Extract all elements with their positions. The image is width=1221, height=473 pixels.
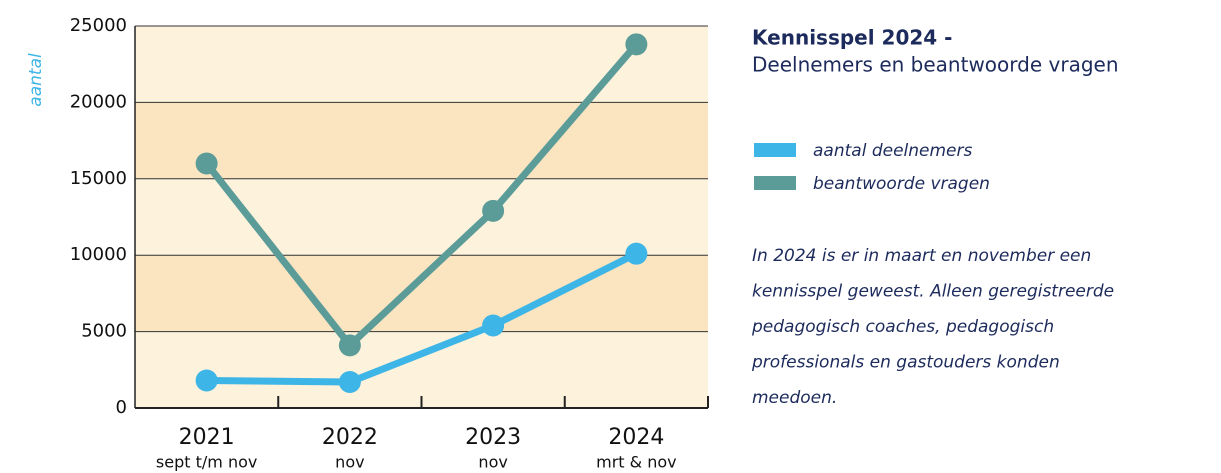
annotation: professionals en gastouders konden	[751, 353, 1060, 373]
chart-subtitle: Deelnemers en beantwoorde vragen	[752, 53, 1119, 77]
data-point	[338, 371, 361, 394]
background-band	[135, 331, 708, 408]
legend-label: aantal deelnemers	[813, 141, 972, 161]
x-tick-label: 2024	[608, 425, 664, 450]
background-band	[135, 102, 708, 179]
annotation: kennisspel geweest. Alleen geregistreerd…	[752, 282, 1114, 302]
y-tick-label: 20000	[70, 91, 127, 112]
data-point	[482, 314, 505, 337]
x-tick-sublabel: mrt & nov	[596, 453, 676, 472]
annotation: pedagogisch coaches, pedagogisch	[751, 317, 1054, 337]
background-band	[135, 255, 708, 332]
background-band	[135, 178, 708, 256]
annotation: In 2024 is er in maart en november een	[752, 246, 1091, 266]
x-tick-label: 2022	[322, 425, 378, 450]
data-point	[625, 242, 648, 265]
x-tick-label: 2023	[465, 425, 521, 450]
data-point	[195, 369, 218, 392]
legend-swatch	[754, 143, 796, 157]
series-line	[206, 250, 638, 386]
x-tick-sublabel: nov	[335, 453, 364, 472]
x-tick-label: 2021	[179, 425, 235, 450]
y-axis-label: aantal	[26, 53, 46, 107]
y-tick-label: 5000	[81, 321, 127, 342]
x-tick-sublabel: sept t/m nov	[156, 453, 257, 472]
x-tick-sublabel: nov	[478, 453, 507, 472]
series-line	[203, 42, 640, 349]
data-point	[625, 33, 648, 56]
data-point	[195, 152, 218, 175]
y-tick-label: 15000	[70, 168, 127, 189]
y-tick-label: 25000	[70, 15, 127, 36]
data-point	[338, 334, 361, 357]
y-tick-label: 0	[116, 397, 127, 418]
y-tick-label: 10000	[70, 244, 127, 265]
annotation: meedoen.	[752, 388, 837, 408]
legend-swatch	[754, 176, 796, 190]
legend-label: beantwoorde vragen	[813, 174, 990, 194]
data-point	[482, 199, 505, 222]
background-band	[135, 26, 708, 103]
chart-title: Kennisspel 2024 -	[752, 26, 952, 50]
